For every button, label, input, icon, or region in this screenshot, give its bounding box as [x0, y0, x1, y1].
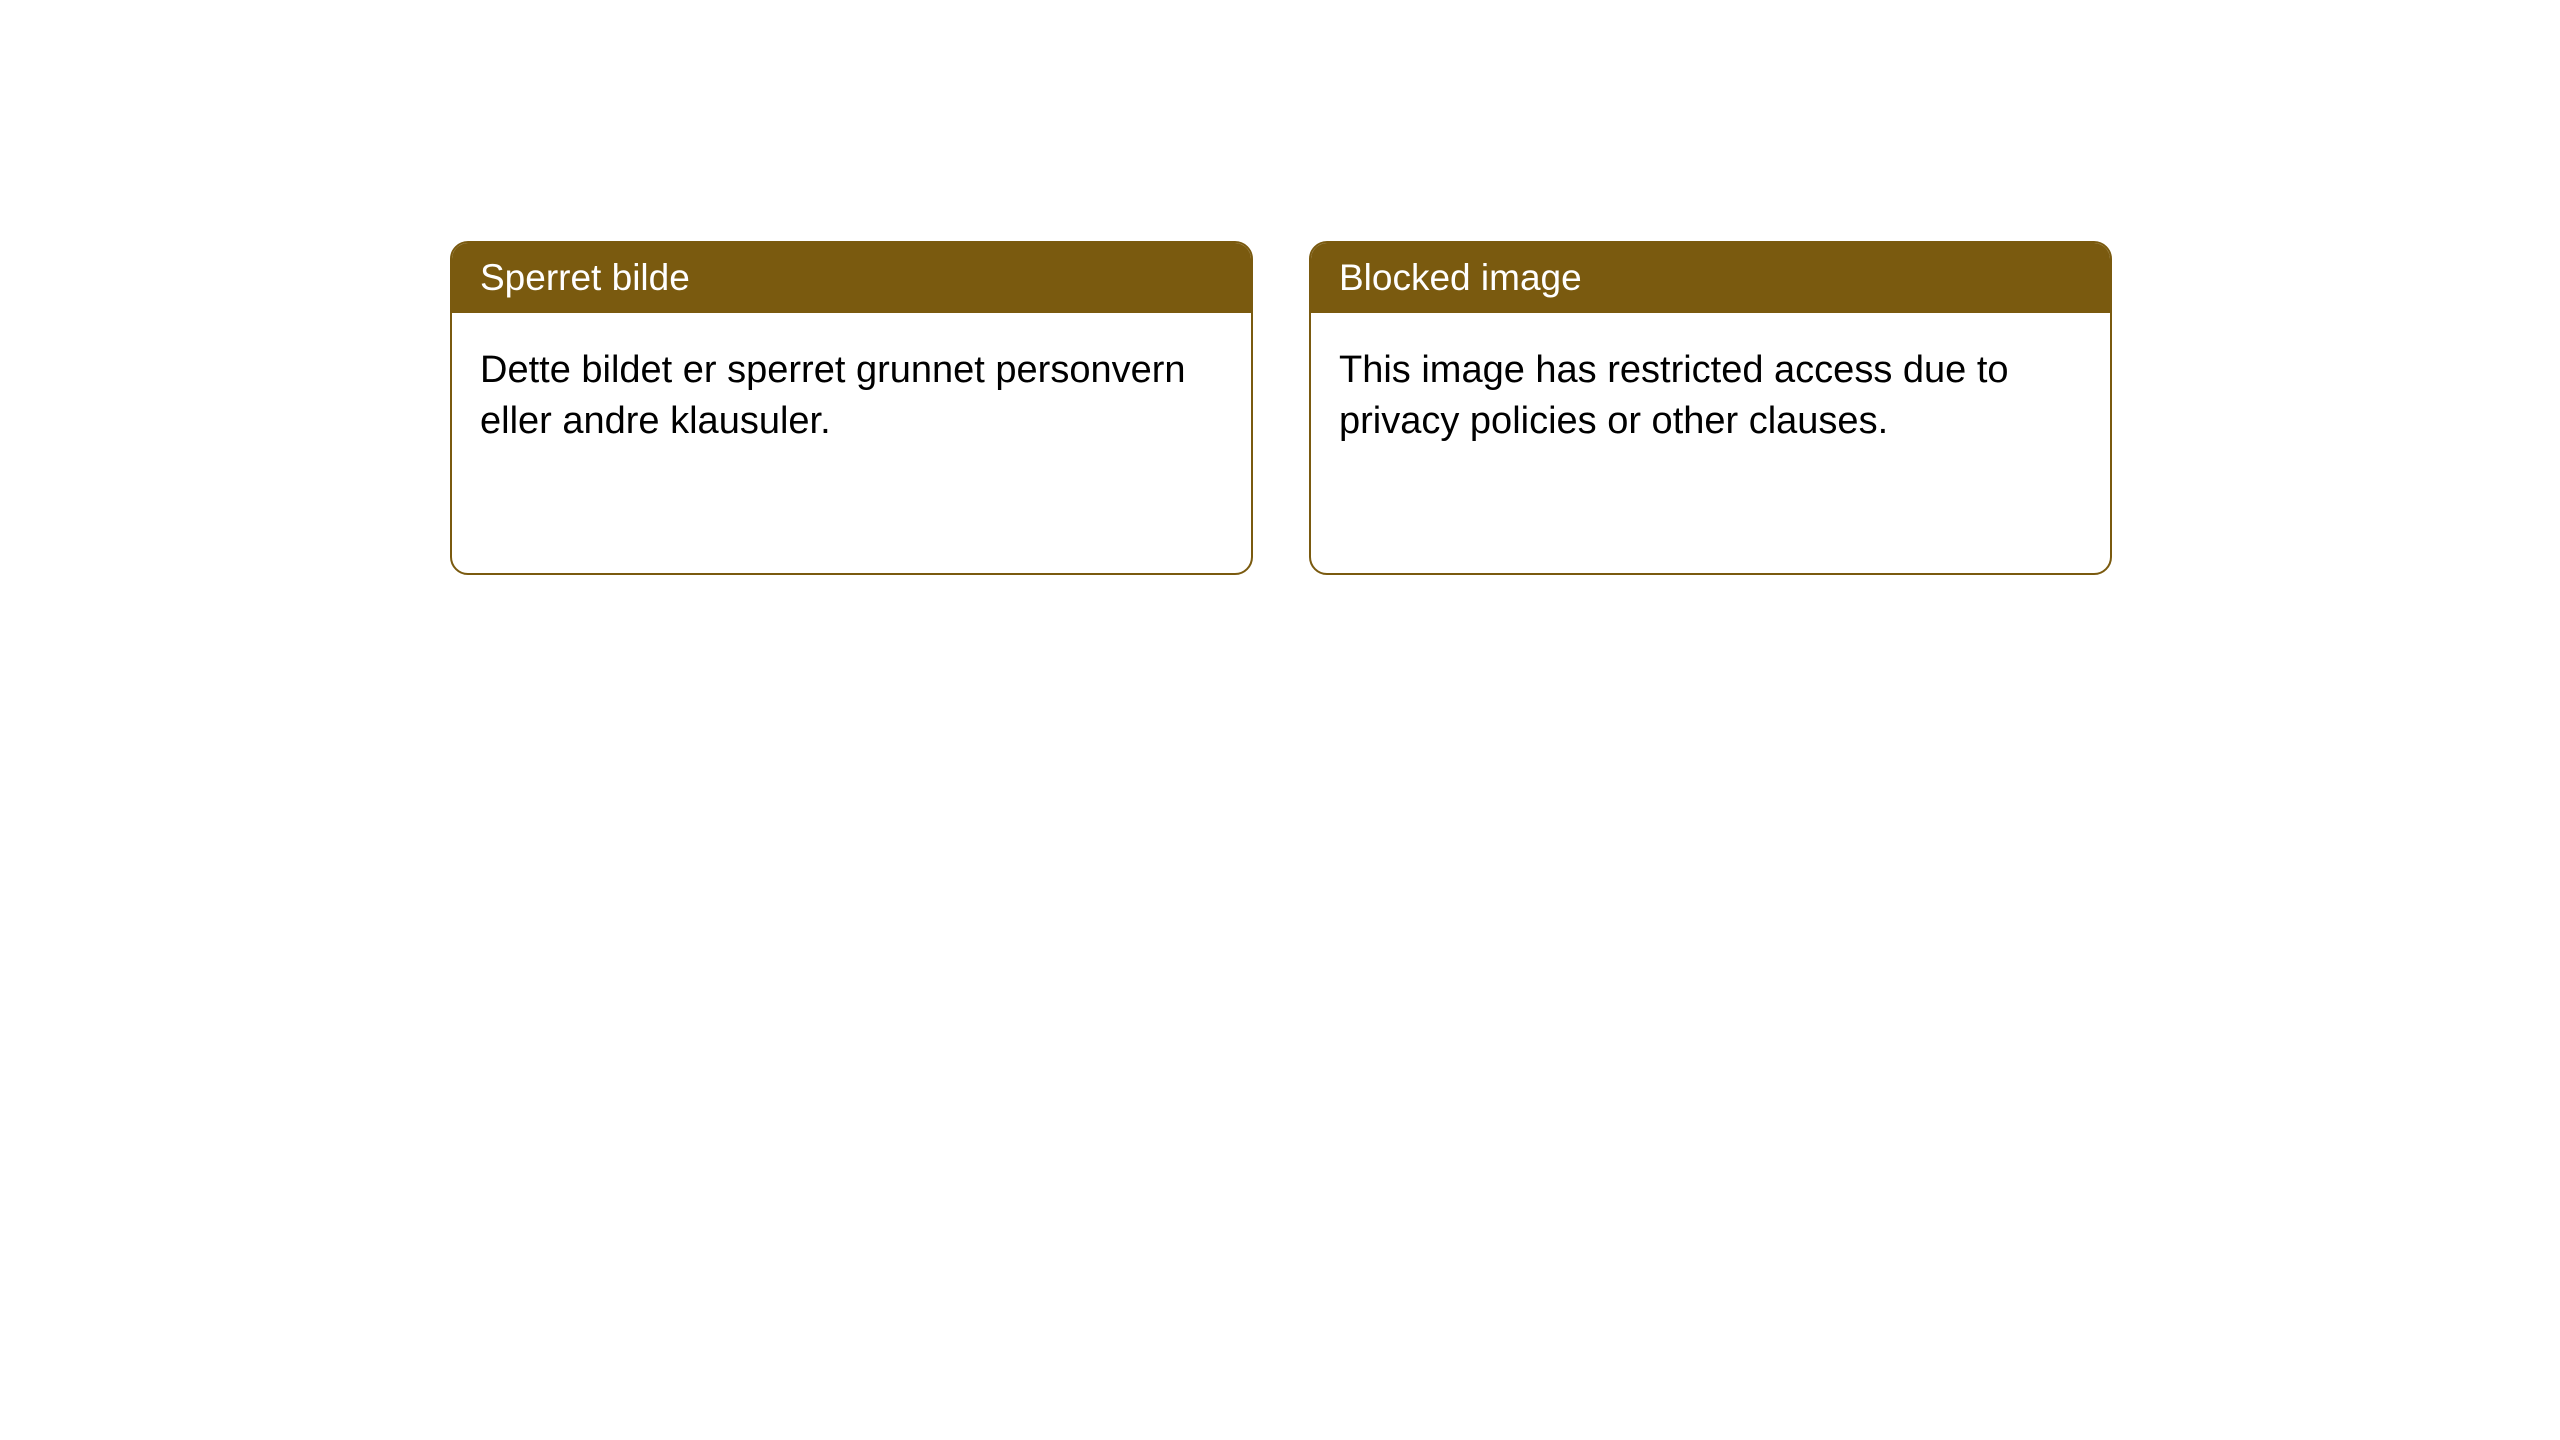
card-body-no: Dette bildet er sperret grunnet personve…	[452, 313, 1251, 480]
blocked-image-card-en: Blocked image This image has restricted …	[1309, 241, 2112, 575]
card-body-text-no: Dette bildet er sperret grunnet personve…	[480, 349, 1186, 442]
card-title-no: Sperret bilde	[480, 257, 690, 298]
blocked-image-card-no: Sperret bilde Dette bildet er sperret gr…	[450, 241, 1253, 575]
card-body-text-en: This image has restricted access due to …	[1339, 349, 2009, 442]
card-body-en: This image has restricted access due to …	[1311, 313, 2110, 480]
card-header-no: Sperret bilde	[452, 243, 1251, 313]
card-header-en: Blocked image	[1311, 243, 2110, 313]
notice-container: Sperret bilde Dette bildet er sperret gr…	[450, 241, 2112, 575]
card-title-en: Blocked image	[1339, 257, 1582, 298]
